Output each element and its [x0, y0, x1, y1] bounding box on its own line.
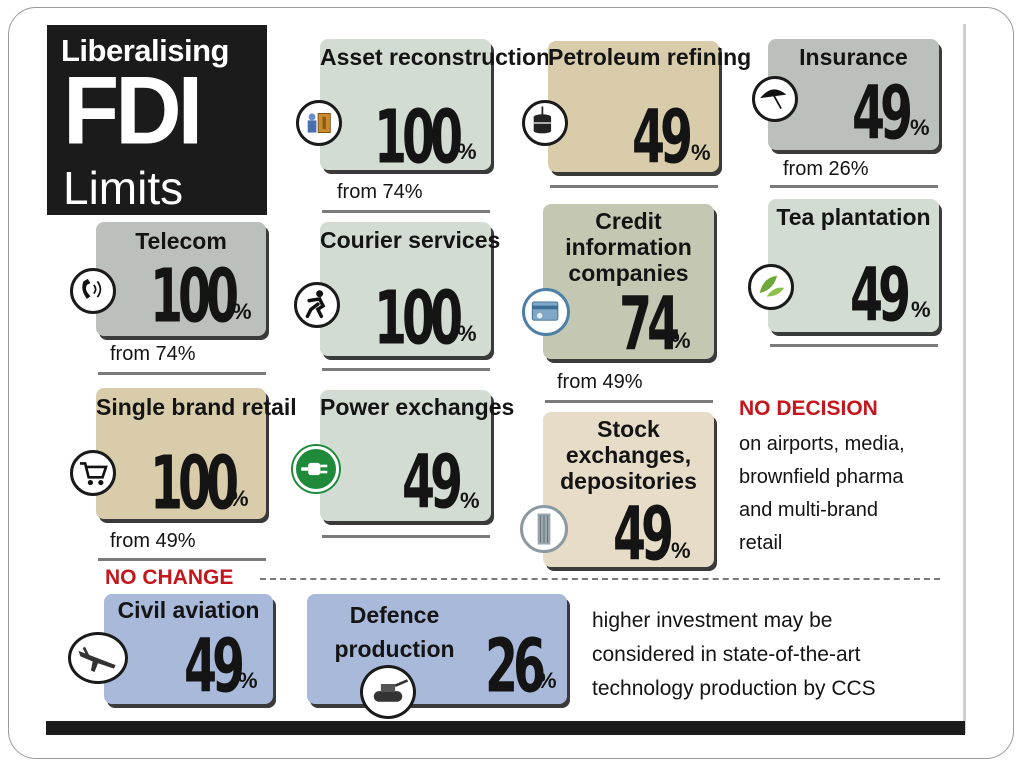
card-label: Petroleum refining [548, 44, 752, 70]
credit-card-icon [522, 288, 570, 336]
divider [98, 558, 266, 561]
note-line: technology production by CCS [592, 677, 876, 700]
running-courier-icon [294, 282, 340, 328]
card-label: Tea plantation [776, 204, 931, 230]
divider [770, 344, 938, 347]
no-decision-text: on airports, media, brownfield pharma an… [739, 428, 969, 560]
percent-sign: % [457, 321, 477, 346]
card-petroleum-refining: Petroleum refining 49 % [548, 41, 752, 181]
card-asset-reconstruction: Asset reconstruction 100 % [320, 39, 551, 174]
umbrella-icon [752, 76, 798, 122]
card-value: 49 [632, 94, 693, 181]
power-plug-icon [293, 446, 339, 492]
dashed-divider [260, 578, 940, 580]
divider [98, 372, 266, 375]
percent-sign: % [537, 668, 557, 693]
no-decision-line: retail [739, 532, 783, 554]
slide-frame [8, 7, 1014, 759]
investment-note: higher investment may be considered in s… [592, 604, 952, 706]
card-label: Asset reconstruction [320, 44, 551, 70]
card-value: 49 [402, 439, 463, 526]
oil-barrel-icon [522, 100, 568, 146]
card-stock-exchanges: Stock exchanges, depositories 49 % [543, 412, 714, 571]
card-credit-information: Credit information companies 74 % [543, 204, 714, 368]
percent-sign: % [910, 115, 930, 140]
card-telecom: Telecom 100 % [96, 222, 266, 336]
bottom-bar [46, 721, 965, 735]
card-label: Telecom [135, 228, 227, 254]
note-line: higher investment may be [592, 609, 833, 632]
percent-sign: % [671, 538, 691, 563]
percent-sign: % [229, 486, 249, 511]
shopping-cart-icon [70, 450, 116, 496]
percent-sign: % [691, 140, 711, 165]
card-label: Credit information companies [565, 208, 692, 286]
no-change-heading: NO CHANGE [105, 566, 234, 589]
money-bags-icon [296, 100, 342, 146]
percent-sign: % [460, 488, 480, 513]
phone-icon [70, 268, 116, 314]
card-value: 100 [374, 94, 463, 181]
card-label: Civil aviation [117, 597, 260, 623]
card-value: 100 [150, 440, 239, 527]
divider [545, 400, 713, 403]
card-value: 26 [485, 623, 546, 710]
tea-leaves-icon [748, 264, 794, 310]
card-civil-aviation: Civil aviation 49 % [104, 594, 273, 704]
no-decision-heading: NO DECISION [739, 397, 878, 420]
card-value: 49 [184, 623, 245, 710]
divider [322, 210, 490, 213]
card-courier-services: Courier services 100 % [320, 222, 501, 362]
card-power-exchanges: Power exchanges 49 % [320, 390, 515, 526]
percent-sign: % [238, 668, 258, 693]
card-label: Stock exchanges, depositories [560, 416, 697, 494]
title-line-2: FDI [63, 57, 203, 165]
no-decision-line: and multi-brand [739, 499, 878, 521]
previous-limit-note: from 49% [110, 530, 196, 552]
title-line-1: Liberalising [61, 33, 229, 68]
percent-sign: % [457, 139, 477, 164]
card-label: Courier services [320, 227, 501, 253]
card-label: Defence production [334, 602, 455, 662]
previous-limit-note: from 49% [557, 371, 643, 393]
previous-limit-note: from 26% [783, 158, 869, 180]
no-decision-line: on airports, media, [739, 433, 905, 455]
divider [322, 368, 490, 371]
title-block: Liberalising FDI Limits [47, 25, 267, 215]
note-line: considered in state-of-the-art [592, 643, 861, 666]
infographic-edge [963, 24, 966, 734]
divider [770, 185, 938, 188]
percent-sign: % [911, 297, 931, 322]
tank-icon [360, 665, 416, 719]
divider [550, 185, 718, 188]
card-value: 49 [613, 491, 674, 578]
no-decision-line: brownfield pharma [739, 466, 904, 488]
previous-limit-note: from 74% [337, 181, 423, 203]
card-label: Single brand retail [96, 394, 297, 420]
card-label: Insurance [799, 44, 908, 70]
card-value: 74 [619, 281, 680, 368]
card-defence-production: Defence production 26 % [307, 594, 567, 704]
card-single-brand-retail: Single brand retail 100 % [96, 388, 297, 527]
card-value: 100 [150, 253, 239, 340]
card-value: 49 [852, 70, 913, 157]
title-line-3: Limits [63, 162, 184, 214]
card-value: 49 [850, 252, 911, 339]
divider [322, 535, 490, 538]
card-label: Power exchanges [320, 394, 515, 420]
percent-sign: % [232, 299, 252, 324]
percent-sign: % [671, 328, 691, 353]
building-icon [520, 505, 568, 553]
previous-limit-note: from 74% [110, 343, 196, 365]
card-value: 100 [374, 275, 463, 362]
airplane-icon [68, 632, 128, 684]
card-tea-plantation: Tea plantation 49 % [768, 199, 939, 332]
